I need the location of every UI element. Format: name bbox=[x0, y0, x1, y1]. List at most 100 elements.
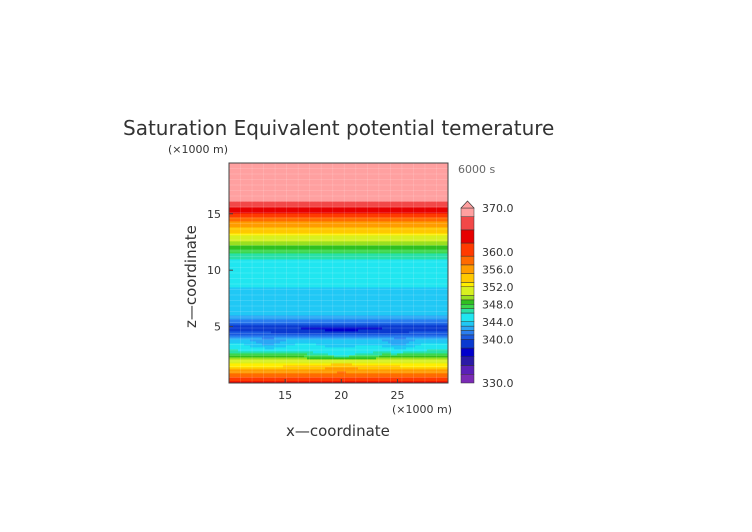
contour-cell bbox=[358, 287, 362, 290]
contour-cell bbox=[304, 297, 308, 300]
contour-cell bbox=[403, 277, 407, 280]
contour-cell bbox=[319, 359, 323, 362]
contour-cell bbox=[439, 311, 443, 314]
contour-cell bbox=[235, 313, 239, 316]
contour-cell bbox=[292, 345, 296, 348]
contour-cell bbox=[382, 347, 386, 350]
contour-cell bbox=[271, 319, 275, 322]
contour-cell bbox=[289, 353, 293, 356]
contour-cell bbox=[328, 365, 332, 368]
contour-cell bbox=[313, 255, 317, 258]
contour-cell bbox=[304, 295, 308, 298]
contour-cell bbox=[334, 367, 338, 370]
contour-cell bbox=[256, 343, 260, 346]
contour-cell bbox=[247, 379, 251, 382]
contour-cell bbox=[295, 269, 299, 272]
contour-cell bbox=[433, 345, 437, 348]
contour-cell bbox=[379, 341, 383, 344]
contour-cell bbox=[232, 275, 236, 278]
contour-cell bbox=[364, 377, 368, 380]
contour-cell bbox=[382, 319, 386, 322]
contour-cell bbox=[367, 371, 371, 374]
contour-cell bbox=[397, 265, 401, 268]
contour-cell bbox=[379, 325, 383, 328]
contour-cell bbox=[298, 321, 302, 324]
contour-cell bbox=[304, 339, 308, 342]
contour-cell bbox=[307, 381, 311, 383]
contour-cell bbox=[280, 367, 284, 370]
contour-cell bbox=[331, 295, 335, 298]
contour-cell bbox=[400, 345, 404, 348]
contour-cell bbox=[310, 351, 314, 354]
contour-cell bbox=[262, 259, 266, 262]
contour-cell bbox=[331, 353, 335, 356]
contour-cell bbox=[265, 267, 269, 270]
contour-cell bbox=[337, 341, 341, 344]
contour-cell bbox=[292, 263, 296, 266]
contour-cell bbox=[406, 325, 410, 328]
contour-cell bbox=[241, 257, 245, 260]
contour-cell bbox=[421, 325, 425, 328]
contour-cell bbox=[379, 255, 383, 258]
contour-cell bbox=[229, 283, 233, 286]
contour-cell bbox=[313, 357, 317, 360]
contour-cell bbox=[430, 251, 434, 254]
contour-cell bbox=[238, 363, 242, 366]
contour-cell bbox=[385, 265, 389, 268]
contour-cell bbox=[268, 341, 272, 344]
contour-cell bbox=[250, 371, 254, 374]
contour-cell bbox=[295, 321, 299, 324]
contour-cell bbox=[415, 263, 419, 266]
contour-cell bbox=[352, 321, 356, 324]
contour-cell bbox=[367, 357, 371, 360]
contour-cell bbox=[442, 359, 446, 362]
contour-cell bbox=[349, 371, 353, 374]
contour-cell bbox=[427, 253, 431, 256]
contour-cell bbox=[370, 377, 374, 380]
contour-cell bbox=[385, 295, 389, 298]
contour-cell bbox=[337, 315, 341, 318]
contour-cell bbox=[244, 275, 248, 278]
contour-cell bbox=[406, 339, 410, 342]
contour-cell bbox=[262, 257, 266, 260]
contour-cell bbox=[328, 255, 332, 258]
contour-cell bbox=[409, 325, 413, 328]
contour-cell bbox=[361, 257, 365, 260]
contour-cell bbox=[271, 277, 275, 280]
contour-cell bbox=[301, 337, 305, 340]
contour-cell bbox=[424, 329, 428, 332]
contour-cell bbox=[442, 251, 446, 254]
contour-cell bbox=[259, 261, 263, 264]
contour-cell bbox=[238, 345, 242, 348]
contour-cell bbox=[391, 263, 395, 266]
contour-cell bbox=[406, 321, 410, 324]
contour-cell bbox=[283, 261, 287, 264]
contour-cell bbox=[259, 341, 263, 344]
contour-cell bbox=[334, 363, 338, 366]
contour-cell bbox=[337, 287, 341, 290]
contour-cell bbox=[325, 339, 329, 342]
contour-cell bbox=[322, 377, 326, 380]
contour-cell bbox=[421, 275, 425, 278]
contour-cell bbox=[253, 307, 257, 310]
contour-cell bbox=[379, 365, 383, 368]
contour-cell bbox=[355, 247, 359, 250]
contour-cell bbox=[235, 257, 239, 260]
contour-cell bbox=[340, 255, 344, 258]
contour-cell bbox=[295, 311, 299, 314]
contour-cell bbox=[370, 267, 374, 270]
contour-cell bbox=[406, 305, 410, 308]
contour-cell bbox=[394, 375, 398, 378]
contour-cell bbox=[367, 289, 371, 292]
contour-cell bbox=[235, 259, 239, 262]
contour-cell bbox=[418, 285, 422, 288]
contour-cell bbox=[244, 245, 248, 248]
contour-cell bbox=[229, 357, 233, 360]
contour-cell bbox=[412, 349, 416, 352]
contour-cell bbox=[256, 255, 260, 258]
contour-cell bbox=[445, 255, 448, 258]
contour-cell bbox=[262, 261, 266, 264]
contour-cell bbox=[295, 261, 299, 264]
contour-cell bbox=[421, 365, 425, 368]
contour-cell bbox=[421, 289, 425, 292]
